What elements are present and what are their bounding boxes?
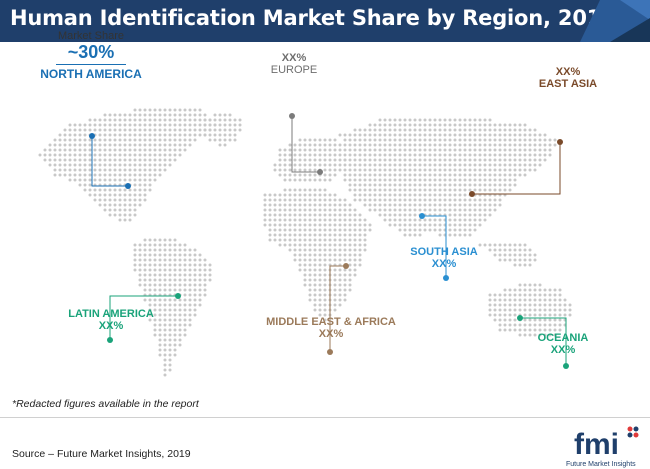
oceania-marker: [517, 315, 523, 321]
middle-east-africa-leader-line: [329, 265, 346, 352]
world-map: [38, 108, 572, 377]
middle-east-africa-marker: [343, 263, 349, 269]
greenland-dots: [203, 113, 242, 147]
latin-america-marker: [175, 293, 181, 299]
latin-america-endpoint: [107, 337, 113, 343]
europe-endpoint: [289, 113, 295, 119]
europe-leader-line: [291, 116, 320, 173]
europe-label: XX% EUROPE: [262, 52, 326, 76]
south-asia-label: SOUTH ASIA XX%: [394, 246, 494, 270]
north-america-label: Market Share ~30% NORTH AMERICA: [36, 30, 146, 81]
south-asia-name: SOUTH ASIA: [410, 246, 478, 258]
logo-dots-icon: [627, 426, 639, 438]
africa-dots: [263, 188, 372, 322]
oceania-endpoint: [563, 363, 569, 369]
header-decoration: [580, 0, 650, 42]
latin-america-label: LATIN AMERICA XX%: [56, 308, 166, 332]
chart-title: Human Identification Market Share by Reg…: [10, 6, 650, 30]
north-america-name: NORTH AMERICA: [40, 67, 142, 81]
middle-east-africa-label: MIDDLE EAST & AFRICA XX%: [260, 316, 402, 340]
southeast-asia-dots: [478, 243, 537, 267]
latin-america-leader-line: [109, 295, 178, 340]
oceania-label: OCEANIA XX%: [520, 332, 606, 356]
footer-divider: [0, 417, 650, 418]
middle-east-africa-name: MIDDLE EAST & AFRICA: [266, 316, 396, 328]
east-asia-endpoint: [557, 139, 563, 145]
south-asia-marker: [419, 213, 425, 219]
north-america-value: ~30%: [67, 42, 115, 62]
north-america-endpoint: [89, 133, 95, 139]
middle-east-africa-value: XX%: [318, 328, 344, 340]
market-share-caption: Market Share: [57, 30, 125, 42]
oceania-value: XX%: [550, 344, 576, 356]
europe-marker: [317, 169, 323, 175]
east-asia-leader-line: [472, 142, 561, 195]
latin-america-name: LATIN AMERICA: [68, 308, 154, 320]
europe-name: EUROPE: [270, 64, 318, 76]
east-asia-label: XX% EAST ASIA: [518, 66, 618, 90]
asia-dots: [338, 118, 557, 237]
oceania-leader-line: [520, 317, 567, 366]
source-text: Source – Future Market Insights, 2019: [12, 448, 191, 460]
south-asia-endpoint: [443, 275, 449, 281]
north-america-leader-line: [91, 136, 128, 187]
east-asia-value: XX%: [555, 66, 581, 78]
middle-east-africa-endpoint: [327, 349, 333, 355]
oceania-name: OCEANIA: [537, 332, 589, 344]
north-america-dots: [38, 108, 217, 222]
redacted-note: *Redacted figures available in the repor…: [12, 398, 199, 410]
europe-dots: [273, 138, 347, 182]
latin-america-value: XX%: [98, 320, 124, 332]
europe-value: XX%: [281, 52, 307, 64]
east-asia-name: EAST ASIA: [538, 78, 598, 90]
logo-text: fmi: [574, 428, 619, 461]
south-asia-value: XX%: [431, 258, 457, 270]
fmi-logo: fmi Future Market Insights: [566, 426, 639, 468]
north-america-marker: [125, 183, 131, 189]
east-asia-marker: [469, 191, 475, 197]
south-asia-leader-line: [422, 215, 447, 278]
australia-dots: [488, 283, 572, 337]
logo-tagline: Future Market Insights: [566, 461, 636, 468]
title-bar: Human Identification Market Share by Reg…: [0, 0, 650, 42]
